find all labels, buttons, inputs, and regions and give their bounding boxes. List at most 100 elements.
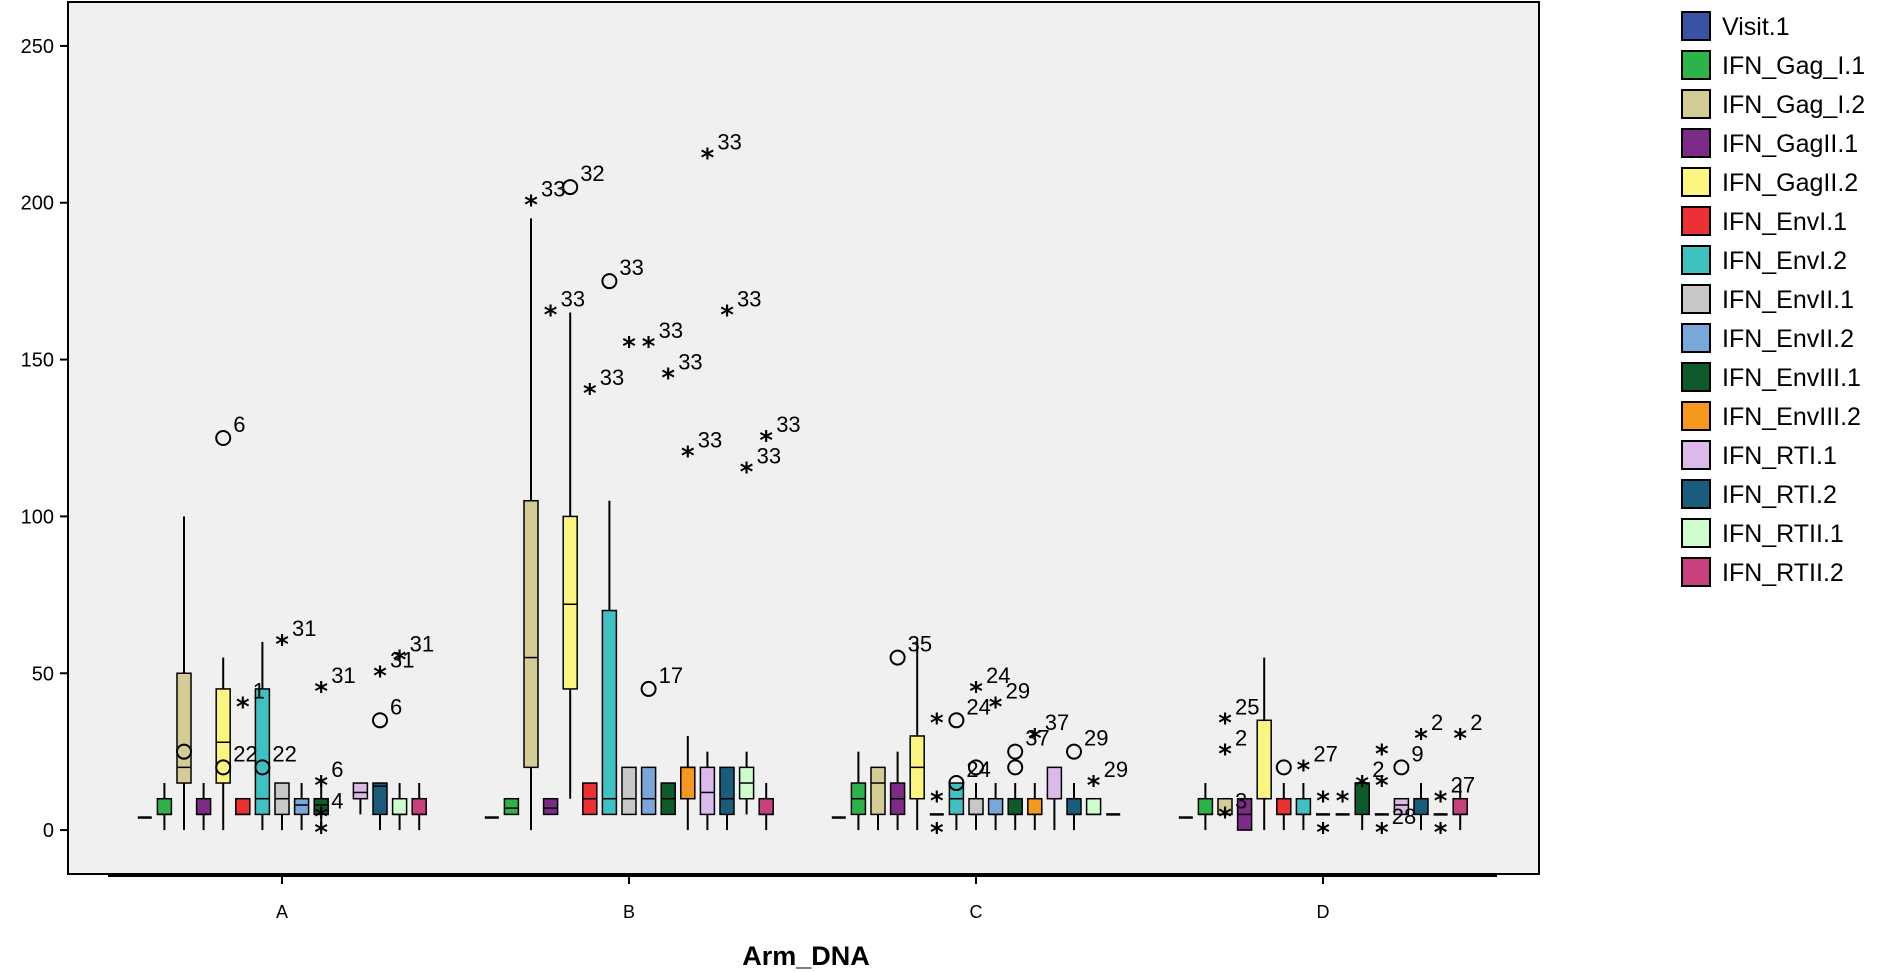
- box-body: [758, 797, 774, 816]
- outlier-case-label: 33: [717, 130, 741, 155]
- box-body: [562, 515, 578, 690]
- legend-label: IFN_EnvIII.1: [1722, 364, 1861, 392]
- legend-swatch: [1681, 362, 1711, 392]
- box-body: [1197, 797, 1214, 816]
- box-plots: [137, 218, 1468, 831]
- outlier-circle: [1275, 759, 1292, 776]
- legend-item: IFN_EnvIII.2: [1681, 401, 1861, 431]
- box-ifn-enviii-1: [1354, 782, 1370, 831]
- outlier-circle: [948, 775, 965, 792]
- box-ifn-gag-i-1: [156, 783, 173, 831]
- legend-item: IFN_RTII.1: [1681, 518, 1844, 548]
- box-ifn-gagii-1: [195, 783, 212, 831]
- outlier-star: *: [720, 301, 734, 331]
- box-ifn-gagii-2: [1256, 657, 1272, 831]
- outlier-case-label: 6: [331, 757, 343, 782]
- box-ifn-rtii-1: [1085, 797, 1102, 816]
- outlier-case-label: 35: [908, 632, 932, 657]
- legend-label: IFN_RTI.2: [1722, 481, 1837, 509]
- box-body: [372, 782, 388, 816]
- box-ifn-envi-1: [582, 782, 598, 816]
- outlier-case-label: 29: [1104, 757, 1128, 782]
- outlier-star: *: [1375, 771, 1389, 801]
- box-ifn-gagii-1: [889, 751, 906, 831]
- legend-item: IFN_EnvIII.1: [1681, 362, 1861, 392]
- box-body: [1276, 797, 1292, 816]
- y-tick-label: 50: [32, 663, 54, 685]
- x-tick-label: D: [1317, 902, 1330, 922]
- outlier-circle: [215, 759, 232, 776]
- box-ifn-envi-2: [254, 641, 271, 831]
- outlier-case-label: 31: [292, 616, 316, 641]
- outlier-case-label: 25: [1235, 694, 1259, 719]
- box-ifn-envi-2: [948, 782, 965, 831]
- box-ifn-rti-2: [1066, 783, 1082, 831]
- box-ifn-gagii-2: [909, 641, 925, 831]
- outlier-case-label: 2: [1431, 710, 1443, 735]
- box-body: [1085, 797, 1102, 816]
- outlier-case-label: 27: [1451, 773, 1475, 798]
- legend-swatch: [1681, 323, 1711, 353]
- outlier-star: *: [1218, 802, 1232, 832]
- outlier-case-label: 1: [253, 679, 265, 704]
- outlier-case-label: 22: [233, 741, 257, 766]
- legend-swatch: [1681, 479, 1711, 509]
- outlier-star: *: [1375, 740, 1389, 770]
- outlier-star: *: [314, 771, 328, 801]
- outlier-case-label: 33: [737, 287, 761, 312]
- outlier-star: *: [759, 426, 773, 456]
- outlier-case-label: 9: [1411, 741, 1423, 766]
- outlier-star: *: [661, 363, 675, 393]
- legend-label: IFN_EnvII.2: [1722, 325, 1854, 353]
- box-body: [1066, 797, 1082, 816]
- legend-swatch: [1681, 11, 1711, 41]
- box-body: [1046, 766, 1063, 800]
- outlier-circle: [1066, 743, 1082, 760]
- y-tick-label: 0: [43, 820, 54, 842]
- box-ifn-enviii-2: [680, 735, 696, 831]
- legend-swatch: [1681, 557, 1711, 587]
- legend-item: IFN_GagII.1: [1681, 128, 1858, 158]
- legend-item: IFN_EnvII.1: [1681, 284, 1854, 314]
- box-ifn-rtii-1: [391, 783, 408, 831]
- legend-label: IFN_GagII.2: [1722, 169, 1858, 197]
- outlier-circle: [372, 712, 388, 729]
- outlier-star: *: [740, 457, 754, 487]
- legend-item: IFN_GagII.2: [1681, 167, 1858, 197]
- box-ifn-gag-i-2: [1217, 797, 1233, 816]
- outlier-star: *: [1453, 724, 1467, 754]
- y-tick-label: 200: [21, 193, 54, 215]
- outlier-case-label: 32: [580, 161, 604, 186]
- legend-item: IFN_Gag_I.2: [1681, 89, 1865, 119]
- outlier-case-label: 33: [698, 428, 722, 453]
- legend-swatch: [1681, 167, 1711, 197]
- outlier-circle: [562, 179, 579, 196]
- legend-label: IFN_EnvI.1: [1722, 208, 1847, 236]
- outlier-circle: [601, 273, 618, 290]
- outlier-case-label: 31: [331, 663, 355, 688]
- box-ifn-rtii-2: [411, 783, 427, 831]
- box-ifn-envi-1: [1276, 783, 1292, 831]
- outlier-circle: [948, 712, 965, 729]
- box-body: [987, 797, 1004, 816]
- outlier-star: *: [701, 144, 715, 174]
- outlier-star: *: [1414, 724, 1428, 754]
- outlier-case-label: 37: [1025, 726, 1049, 751]
- box-ifn-rti-2: [719, 766, 735, 831]
- box-ifn-envii-2: [640, 766, 657, 816]
- outlier-star: *: [1297, 755, 1311, 785]
- outlier-circle: [1007, 743, 1024, 760]
- outlier-star: *: [1375, 818, 1389, 848]
- legend-label: IFN_RTII.2: [1722, 559, 1844, 587]
- box-body: [313, 797, 329, 816]
- outlier-star: *: [642, 332, 656, 362]
- legend-swatch: [1681, 440, 1711, 470]
- outlier-case-label: 29: [1084, 726, 1108, 751]
- box-body: [699, 766, 716, 816]
- box-ifn-envii-1: [274, 782, 290, 831]
- box-body: [1452, 797, 1468, 816]
- outlier-case-label: 3: [1235, 788, 1247, 813]
- outlier-case-label: 22: [272, 741, 296, 766]
- outlier-star: *: [314, 677, 328, 707]
- outlier-case-label: 6: [390, 694, 402, 719]
